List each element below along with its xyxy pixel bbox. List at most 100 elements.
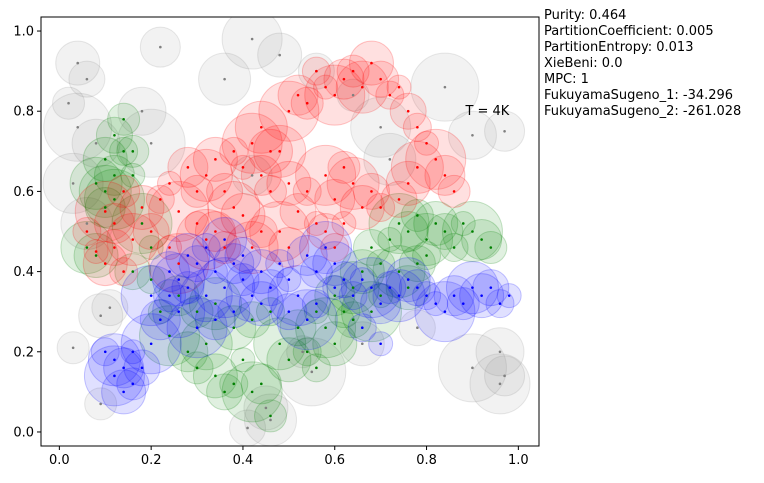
data-point <box>370 310 373 313</box>
data-point <box>250 246 254 249</box>
data-point <box>260 382 263 386</box>
data-point <box>305 350 309 354</box>
data-point <box>250 294 254 297</box>
data-point <box>278 262 281 265</box>
metric-partition-coefficient: PartitionCoefficient: 0.005 <box>544 24 714 39</box>
data-point <box>416 166 419 169</box>
data-point <box>149 246 153 249</box>
x-tick-label: 0.4 <box>233 453 254 468</box>
data-point <box>305 254 309 257</box>
data-point <box>452 246 456 249</box>
data-point <box>296 326 300 330</box>
data-point <box>241 358 245 362</box>
data-point <box>168 294 171 297</box>
data-point <box>498 350 502 354</box>
data-point <box>159 45 162 49</box>
data-point <box>324 246 327 249</box>
data-point <box>113 198 116 201</box>
data-point <box>452 294 456 297</box>
data-point <box>379 294 382 297</box>
y-tick-label: 0.4 <box>13 265 34 280</box>
data-point <box>113 358 116 362</box>
data-point <box>159 318 162 322</box>
data-point <box>260 174 263 177</box>
y-tick-label: 0.0 <box>13 425 34 440</box>
data-point <box>406 109 410 113</box>
data-point <box>177 210 180 213</box>
data-point <box>195 222 199 225</box>
data-point <box>232 310 236 313</box>
data-point <box>260 230 263 233</box>
data-point <box>264 406 268 410</box>
data-point <box>351 286 355 289</box>
data-point <box>324 230 327 233</box>
data-point <box>241 214 245 217</box>
data-point <box>379 262 382 265</box>
data-point <box>232 382 236 386</box>
data-point <box>223 190 226 193</box>
y-tick-label: 1.0 <box>13 25 34 40</box>
data-point <box>140 222 144 225</box>
data-point <box>103 210 107 213</box>
data-point <box>122 190 125 193</box>
data-point <box>434 222 438 225</box>
data-point <box>85 222 89 225</box>
data-point <box>406 182 410 185</box>
data-point <box>71 346 75 350</box>
metric-mpc: MPC: 1 <box>544 72 589 87</box>
data-point <box>223 238 226 241</box>
data-point <box>94 141 98 145</box>
data-point <box>416 214 419 217</box>
data-point <box>333 262 337 265</box>
data-point <box>214 230 217 233</box>
data-point <box>241 166 245 169</box>
data-point <box>480 238 483 241</box>
data-point <box>232 206 236 209</box>
data-point <box>416 125 419 129</box>
data-point <box>214 302 217 305</box>
data-point <box>232 326 236 330</box>
data-point <box>287 310 291 313</box>
data-point <box>278 53 281 57</box>
data-point <box>489 246 493 249</box>
data-point <box>434 158 438 161</box>
data-point <box>204 294 208 297</box>
y-tick-label: 0.2 <box>13 345 34 360</box>
data-point <box>269 418 272 422</box>
data-point <box>379 77 382 81</box>
metric-fukuyama-sugeno-2: FukuyamaSugeno_2: -261.028 <box>544 104 742 119</box>
data-point <box>503 374 506 378</box>
data-point <box>416 326 419 330</box>
data-point <box>379 342 382 346</box>
data-point <box>177 294 180 297</box>
data-point <box>342 222 346 225</box>
data-point <box>122 390 125 394</box>
data-point <box>278 230 281 233</box>
data-halo <box>221 17 283 70</box>
metric-purity: Purity: 0.464 <box>544 8 627 23</box>
data-point <box>342 77 346 81</box>
data-point <box>397 85 401 89</box>
data-point <box>333 246 337 249</box>
data-point <box>305 318 309 322</box>
data-point <box>260 125 263 129</box>
data-point <box>113 246 116 249</box>
data-point <box>204 342 208 346</box>
data-point <box>250 174 254 177</box>
data-point <box>168 334 171 338</box>
data-point <box>379 302 382 305</box>
data-point <box>480 294 483 297</box>
data-point <box>452 190 456 193</box>
data-point <box>131 174 135 177</box>
y-tick-label: 0.6 <box>13 185 34 200</box>
data-point <box>85 77 89 81</box>
data-point <box>342 166 346 169</box>
data-point <box>177 262 180 265</box>
data-point <box>315 366 318 370</box>
data-point <box>397 294 401 297</box>
data-point <box>204 246 208 249</box>
data-point <box>351 294 355 297</box>
data-point <box>149 141 153 145</box>
data-point <box>94 182 98 185</box>
